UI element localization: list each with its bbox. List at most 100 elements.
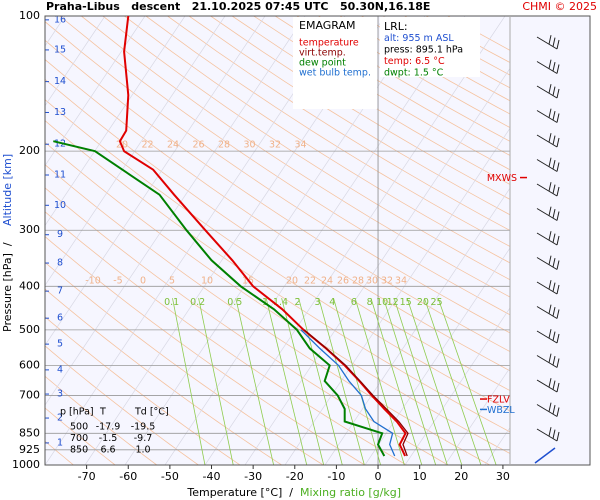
profile-line xyxy=(53,140,386,457)
wind-barb-flag xyxy=(556,407,560,417)
wind-barb-flag xyxy=(552,282,556,292)
y-axis-label: Pressure [hPa] / xyxy=(1,242,14,332)
wind-barb-staff xyxy=(536,355,558,368)
mixing-ratio-line xyxy=(406,298,463,465)
altitude-label: 14 xyxy=(54,76,66,87)
mixing-ratio-line xyxy=(265,298,308,465)
lrl-temp: temp: 6.5 °C xyxy=(384,56,445,67)
wind-barb-staff xyxy=(536,379,558,393)
wind-barb-flag xyxy=(552,306,556,317)
guide-line xyxy=(444,367,510,465)
guide-line xyxy=(284,127,510,465)
wind-barb-flag xyxy=(556,358,560,368)
wind-barb-flag xyxy=(552,86,556,96)
adiabat-label: 22 xyxy=(304,276,316,287)
altitude-label: 15 xyxy=(54,44,66,55)
annotation-label: WBZL xyxy=(487,405,515,416)
x-tick-label: 0 xyxy=(375,470,382,483)
mixing-ratio-line xyxy=(235,298,274,465)
guide-line xyxy=(364,247,510,465)
x-tick-label: -30 xyxy=(244,470,262,483)
wind-barb-flag xyxy=(556,186,560,197)
wind-barb-flag xyxy=(548,378,552,388)
wind-barb-staff xyxy=(536,110,558,123)
mixing-ratio-line xyxy=(333,298,381,465)
profile-line xyxy=(303,329,409,457)
wind-barb-flag xyxy=(552,135,556,145)
wind-barb-staff xyxy=(536,85,558,99)
wind-barb-flag xyxy=(548,255,552,265)
wind-barb-flag xyxy=(552,404,556,415)
wind-barb-flag xyxy=(552,61,556,72)
lrl-dwpt: dwpt: 1.5 °C xyxy=(384,68,444,79)
x-tick-label: -20 xyxy=(286,470,304,483)
adiabat-label: 10 xyxy=(201,276,213,287)
adiabat-label: 34 xyxy=(395,276,407,287)
wind-barb-flag xyxy=(548,231,552,241)
y-tick-label: 925 xyxy=(19,443,40,456)
legend-title: EMAGRAM xyxy=(299,19,356,32)
chart-title: Praha-Libus descent 21.10.2025 07:45 UTC… xyxy=(46,0,430,13)
wind-barb-flag xyxy=(556,333,560,344)
guide-line xyxy=(45,16,186,227)
y-tick-label: 500 xyxy=(19,323,40,336)
y-tick-label: 300 xyxy=(19,223,40,236)
adiabat-label: 22 xyxy=(141,140,153,151)
mixing-ratio-line xyxy=(383,298,437,465)
wind-barb-flag xyxy=(548,280,552,290)
wind-barb-flag xyxy=(552,233,556,243)
wind-barb-flag xyxy=(556,162,560,172)
x-tick-label: 20 xyxy=(454,470,468,483)
table-header: T xyxy=(99,407,106,418)
wind-barb-flag xyxy=(552,110,556,121)
altitude-label: 1 xyxy=(57,437,63,448)
altitude-label: 5 xyxy=(57,339,63,350)
dry-adiabat xyxy=(45,120,510,433)
mixing-ratio-label: 8 xyxy=(367,297,373,308)
legend-entry: temperature xyxy=(299,38,359,49)
altitude-label: 12 xyxy=(54,139,66,150)
guide-line xyxy=(164,16,466,465)
x-tick-label: 30 xyxy=(496,470,510,483)
wind-barb-flag xyxy=(556,64,560,74)
wind-barb-staff xyxy=(536,232,558,246)
dry-adiabat xyxy=(45,78,510,392)
wind-barb-flag xyxy=(556,260,560,270)
guide-line xyxy=(45,16,266,346)
lrl-press: press: 895.1 hPa xyxy=(384,45,463,56)
dry-adiabat xyxy=(167,16,510,231)
altitude-label: 6 xyxy=(57,313,63,324)
adiabat-label: 24 xyxy=(321,276,333,287)
wind-barb-flag xyxy=(552,380,556,390)
wind-barb-flag xyxy=(556,113,560,123)
wind-barb-flag xyxy=(552,208,556,219)
dry-adiabat xyxy=(45,39,510,353)
altitude-label: 8 xyxy=(57,258,63,269)
altitude-label: 10 xyxy=(54,200,66,211)
mixing-ratio-label: 4 xyxy=(329,297,335,308)
mixing-ratio-label: 12 xyxy=(387,297,399,308)
wind-barb-staff xyxy=(536,330,558,344)
table-header: p [hPa] xyxy=(60,407,94,418)
x-tick-label: -40 xyxy=(203,470,221,483)
wind-barb-flag xyxy=(548,304,552,314)
guide-line xyxy=(244,67,510,465)
mixing-ratio-line xyxy=(318,298,365,465)
mixing-ratio-label: 2 xyxy=(294,297,300,308)
wind-barb-staff xyxy=(536,61,558,74)
wind-barb-flag xyxy=(552,184,556,194)
mixing-ratio-label: 15 xyxy=(400,297,412,308)
plot-frame xyxy=(44,15,591,466)
guide-line xyxy=(45,16,226,287)
y-axis-label-2: Altitude [km] xyxy=(1,154,14,226)
guide-line xyxy=(45,16,146,167)
dry-adiabat xyxy=(45,99,510,412)
table-cell: -17.9 xyxy=(96,422,121,433)
mixing-ratio-line xyxy=(424,298,482,465)
wind-barb-flag xyxy=(556,309,560,319)
adiabat-label: 34 xyxy=(294,140,306,151)
x-tick-label: -10 xyxy=(327,470,345,483)
adiabat-label: -5 xyxy=(113,276,122,287)
adiabat-label: 20 xyxy=(286,276,298,287)
